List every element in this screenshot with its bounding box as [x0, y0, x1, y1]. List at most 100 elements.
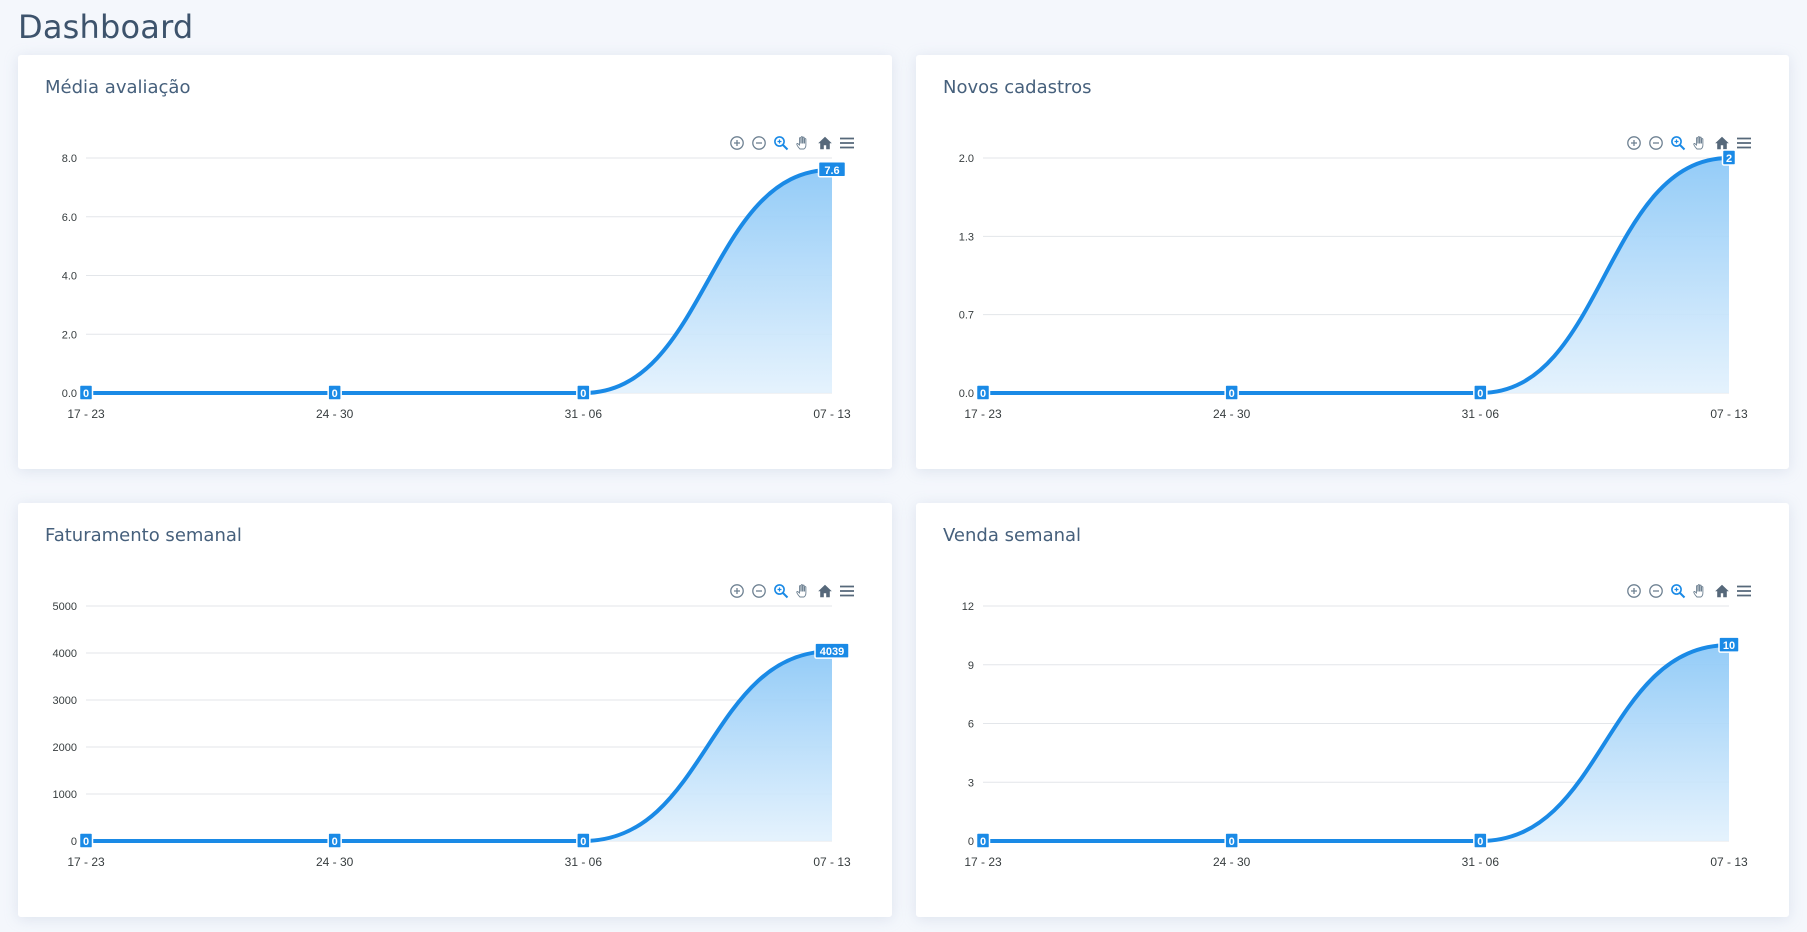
svg-text:0: 0: [83, 388, 89, 400]
y-tick-label: 2.0: [62, 329, 77, 341]
x-tick-label: 24 - 30: [316, 407, 354, 421]
y-tick-label: 3000: [53, 695, 77, 707]
y-tick-label: 1000: [53, 789, 77, 801]
y-tick-label: 2000: [53, 742, 77, 754]
data-label: 2: [1721, 149, 1737, 166]
series-line: [981, 156, 1731, 395]
data-label: 0: [1224, 832, 1239, 849]
y-tick-label: 0: [71, 836, 77, 848]
x-tick-label: 17 - 23: [67, 855, 105, 869]
zoom-out-icon[interactable]: [1647, 582, 1665, 600]
card-title: Média avaliação: [45, 77, 191, 98]
svg-text:0: 0: [1477, 388, 1483, 400]
selection-zoom-icon[interactable]: [772, 134, 790, 152]
zoom-in-icon[interactable]: [1625, 582, 1643, 600]
y-tick-label: 9: [968, 660, 974, 672]
pan-hand-icon[interactable]: [1691, 582, 1709, 600]
y-tick-label: 3: [968, 777, 974, 789]
svg-text:0: 0: [83, 836, 89, 848]
data-label: 10: [1718, 636, 1740, 653]
data-label: 7.6: [817, 161, 847, 178]
series-line: [981, 643, 1731, 843]
x-tick-label: 24 - 30: [316, 855, 354, 869]
y-tick-label: 5000: [53, 601, 77, 613]
chart-faturamento-semanal: 0 1000 2000 3000 4000 5000 17 - 23 24 - 30 31 - …: [53, 601, 851, 869]
zoom-in-icon[interactable]: [728, 134, 746, 152]
card-title: Novos cadastros: [943, 77, 1092, 98]
selection-zoom-icon[interactable]: [772, 582, 790, 600]
menu-icon[interactable]: [838, 134, 856, 152]
series-line: [84, 167, 834, 395]
x-tick-label: 31 - 06: [1462, 855, 1500, 869]
svg-text:0: 0: [332, 388, 338, 400]
svg-text:0: 0: [1229, 836, 1235, 848]
card-venda-semanal: Venda semanal 0 3 6 9 12 17 - 23 24 - 30 31 - 0…: [916, 503, 1789, 917]
x-tick-label: 07 - 13: [1710, 407, 1748, 421]
svg-text:0: 0: [580, 836, 586, 848]
menu-icon[interactable]: [1735, 582, 1753, 600]
data-label: 0: [78, 832, 94, 849]
selection-zoom-icon[interactable]: [1669, 134, 1687, 152]
y-tick-label: 6: [968, 719, 974, 731]
series-area: [86, 169, 832, 393]
zoom-in-icon[interactable]: [728, 582, 746, 600]
x-tick-label: 17 - 23: [964, 855, 1002, 869]
svg-text:0: 0: [980, 836, 986, 848]
series-area: [983, 158, 1729, 393]
series-area: [983, 645, 1729, 841]
data-label: 0: [327, 384, 342, 401]
y-tick-label: 0.0: [959, 388, 974, 400]
data-label: 0: [327, 832, 342, 849]
card-title: Venda semanal: [943, 525, 1082, 546]
svg-text:0: 0: [580, 388, 586, 400]
data-label: 0: [975, 832, 991, 849]
data-label: 0: [1224, 384, 1239, 401]
zoom-out-icon[interactable]: [750, 134, 768, 152]
x-tick-label: 07 - 13: [1710, 855, 1748, 869]
card-novos-cadastros: Novos cadastros 0.0 0.7 1.3 2.0 17 - 23 24 - …: [916, 55, 1789, 469]
home-reset-icon[interactable]: [1713, 582, 1731, 600]
data-label: 0: [78, 384, 94, 401]
x-tick-label: 17 - 23: [67, 407, 105, 421]
pan-hand-icon[interactable]: [794, 582, 812, 600]
svg-text:0: 0: [1477, 836, 1483, 848]
data-label: 0: [1473, 832, 1488, 849]
y-tick-label: 0: [968, 836, 974, 848]
y-tick-label: 12: [962, 601, 974, 613]
y-tick-label: 0.0: [62, 388, 77, 400]
home-reset-icon[interactable]: [816, 582, 834, 600]
data-label: 0: [975, 384, 991, 401]
x-tick-label: 24 - 30: [1213, 855, 1251, 869]
svg-text:7.6: 7.6: [824, 165, 839, 177]
series-line: [84, 649, 834, 843]
zoom-out-icon[interactable]: [750, 582, 768, 600]
x-tick-label: 24 - 30: [1213, 407, 1251, 421]
zoom-out-icon[interactable]: [1647, 134, 1665, 152]
chart-toolbar: [728, 582, 856, 600]
y-tick-label: 6.0: [62, 212, 77, 224]
chart-toolbar: [1625, 134, 1753, 152]
y-tick-label: 0.7: [959, 310, 974, 322]
zoom-in-icon[interactable]: [1625, 134, 1643, 152]
x-tick-label: 31 - 06: [565, 407, 603, 421]
chart-toolbar: [1625, 582, 1753, 600]
svg-text:0: 0: [980, 388, 986, 400]
svg-text:0: 0: [332, 836, 338, 848]
y-tick-label: 8.0: [62, 153, 77, 165]
chart-media-avaliacao: 0.0 2.0 4.0 6.0 8.0 17 - 23 24 - 30 31 - 06 07 -…: [62, 153, 851, 421]
menu-icon[interactable]: [1735, 134, 1753, 152]
page-title: Dashboard: [18, 8, 194, 46]
home-reset-icon[interactable]: [1713, 134, 1731, 152]
card-faturamento-semanal: Faturamento semanal 0 1000 2000 3000 4000 500…: [18, 503, 892, 917]
home-reset-icon[interactable]: [816, 134, 834, 152]
x-tick-label: 31 - 06: [565, 855, 603, 869]
data-label: 0: [576, 384, 591, 401]
selection-zoom-icon[interactable]: [1669, 582, 1687, 600]
pan-hand-icon[interactable]: [794, 134, 812, 152]
svg-text:10: 10: [1723, 640, 1735, 652]
x-tick-label: 07 - 13: [813, 855, 851, 869]
pan-hand-icon[interactable]: [1691, 134, 1709, 152]
card-media-avaliacao: Média avaliação 0.0 2.0 4.0 6.0 8.0 17 - 23 24…: [18, 55, 892, 469]
menu-icon[interactable]: [838, 582, 856, 600]
